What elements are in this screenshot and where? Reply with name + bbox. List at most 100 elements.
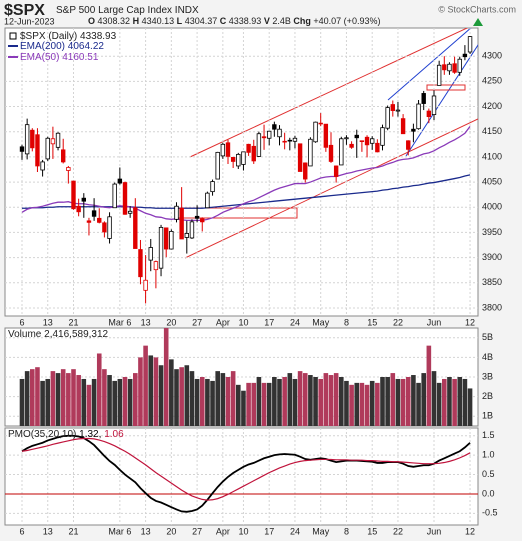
legend-value: 4064.22: [68, 41, 105, 52]
volume-bar: [457, 377, 463, 426]
candle-body: [266, 130, 272, 139]
candle-body: [369, 138, 375, 144]
candle-body: [200, 218, 205, 223]
volume-bar: [405, 377, 411, 426]
x-tick-label: 13: [141, 317, 151, 327]
volume-bar: [66, 373, 71, 426]
volume-bar: [349, 384, 354, 426]
candle-body: [354, 134, 359, 139]
volume-bar: [246, 382, 251, 426]
x-tick-label: 12: [465, 317, 475, 327]
title: PMO(35,20,10): [8, 429, 76, 440]
x-tick-label: 6: [19, 526, 24, 536]
volume-bar: [375, 382, 380, 426]
legend-value: 4160.51: [62, 52, 99, 63]
panel-title: Volume 2,416,589,312: [8, 329, 109, 340]
volume-bar: [344, 380, 349, 426]
volume-bar: [272, 377, 277, 426]
candle-body: [313, 121, 318, 143]
x-tick-label: Apr: [216, 526, 230, 536]
candle-body: [179, 207, 184, 240]
volume-bar: [256, 377, 262, 426]
quote-label: O: [88, 16, 95, 26]
price-panel: [4, 27, 479, 317]
candle-body: [153, 261, 159, 271]
x-tick-label: 22: [393, 526, 403, 536]
volume-bar: [442, 378, 447, 426]
volume-bar: [297, 371, 303, 426]
candle-body: [163, 227, 169, 250]
volume-bar: [282, 377, 287, 426]
volume-bar: [385, 377, 390, 426]
volume-bar: [71, 369, 76, 426]
volume-bar: [30, 369, 35, 426]
volume-bar: [174, 369, 179, 426]
candle-body: [24, 124, 30, 155]
candle-body: [380, 127, 385, 146]
copyright: © StockCharts.com: [438, 4, 516, 14]
candle-body: [395, 109, 401, 112]
legend-entry: EMA(200) 4064.22: [20, 41, 104, 52]
volume-bar: [184, 365, 190, 426]
quote-value: 4308.32: [98, 16, 131, 26]
y-tick-label: 4000: [482, 202, 502, 212]
candle-body: [308, 138, 313, 167]
candle-body: [143, 279, 148, 291]
x-tick-label: 17: [264, 317, 274, 327]
volume-bar: [411, 375, 416, 426]
x-tick-label: 15: [367, 526, 377, 536]
volume-bar: [133, 373, 138, 426]
candle-body: [50, 138, 56, 145]
volume-bar: [261, 382, 267, 426]
candle-body: [333, 165, 339, 177]
x-tick-label: May: [312, 526, 330, 536]
volume-bar: [266, 382, 272, 426]
volume-bar: [452, 378, 457, 426]
y-tick-label: 1B: [482, 411, 493, 421]
volume-bar: [81, 378, 87, 426]
quote-value: 4304.37: [185, 16, 218, 26]
y-tick-label: 1.0: [482, 450, 495, 460]
x-tick-label: Jun: [427, 526, 442, 536]
candle-body: [133, 207, 138, 249]
legend-value: 1.06: [104, 429, 124, 440]
candle-body: [277, 128, 282, 138]
candle-body: [127, 210, 133, 214]
volume-bar: [153, 357, 159, 426]
ema-line: [22, 174, 471, 209]
x-tick-label: 27: [192, 317, 202, 327]
candle-body: [225, 142, 231, 157]
volume-bar: [158, 365, 164, 426]
volume-bar: [277, 378, 282, 426]
y-tick-label: -0.5: [482, 508, 498, 518]
x-tick-label: 8: [344, 317, 349, 327]
volume-bar: [333, 373, 339, 426]
x-tick-label: Mar 6: [108, 526, 131, 536]
candle-body: [220, 143, 226, 157]
volume-bar: [364, 384, 370, 426]
title-value: 2,416,589,312: [44, 329, 108, 340]
candle-body: [297, 143, 303, 172]
volume-bar: [210, 380, 215, 426]
x-tick-label: 13: [43, 317, 53, 327]
candle-body: [55, 132, 61, 148]
volume-bar: [199, 377, 205, 426]
y-tick-label: 0.5: [482, 469, 495, 479]
volume-bar: [416, 382, 421, 426]
quote-value: +40.07 (+0.93%): [313, 16, 380, 26]
candle-body: [76, 205, 81, 213]
volume-bar: [24, 371, 30, 426]
panel-title: PMO(35,20,10) 1.32, 1.06: [8, 429, 124, 440]
volume-bar: [400, 378, 406, 426]
volume-bar: [359, 382, 365, 426]
candle-body: [323, 123, 329, 148]
x-tick-label: 24: [290, 526, 300, 536]
legend-name: $SPX (Daily): [20, 31, 77, 42]
candle-body: [117, 178, 123, 184]
candle-body: [91, 210, 97, 217]
x-tick-label: Mar 6: [108, 317, 131, 327]
volume-bar: [91, 378, 97, 426]
quote-value: 4338.93: [229, 16, 262, 26]
